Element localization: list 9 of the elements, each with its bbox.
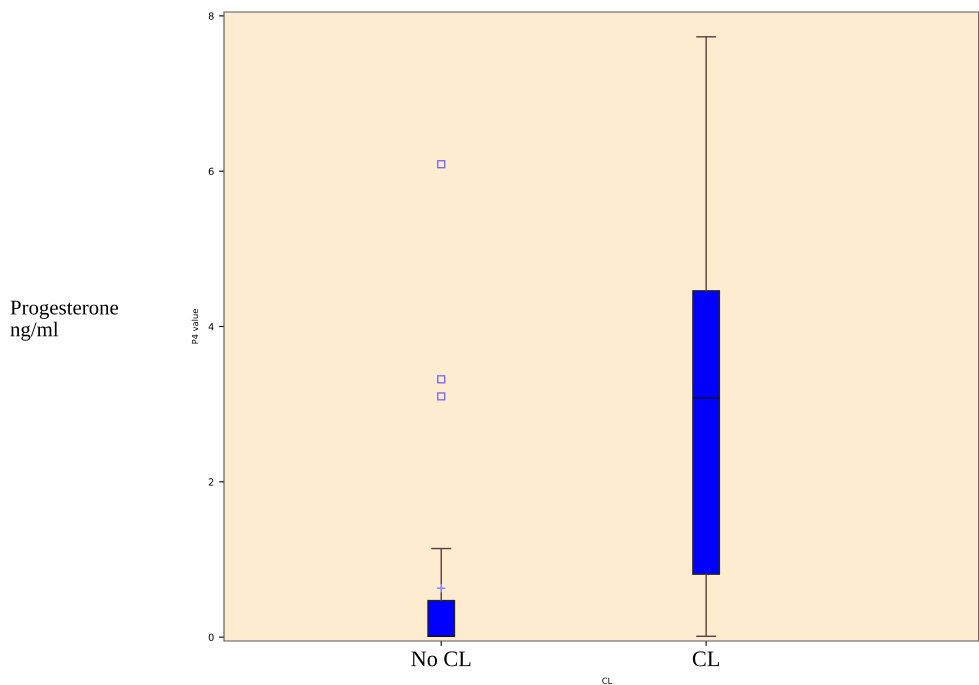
text: Progesterone ng/ml — [10, 300, 118, 341]
x-tick-label: No CL — [411, 651, 470, 666]
x-axis-title: CL — [602, 678, 612, 684]
y-tick-label: 2 — [208, 478, 214, 486]
y-axis-title: P4 value — [192, 309, 198, 344]
y-tick-label: 0 — [208, 634, 214, 641]
y-tick-label: 4 — [208, 323, 214, 330]
y-tick-label: 6 — [208, 168, 214, 176]
y-tick-label: 8 — [208, 12, 214, 20]
